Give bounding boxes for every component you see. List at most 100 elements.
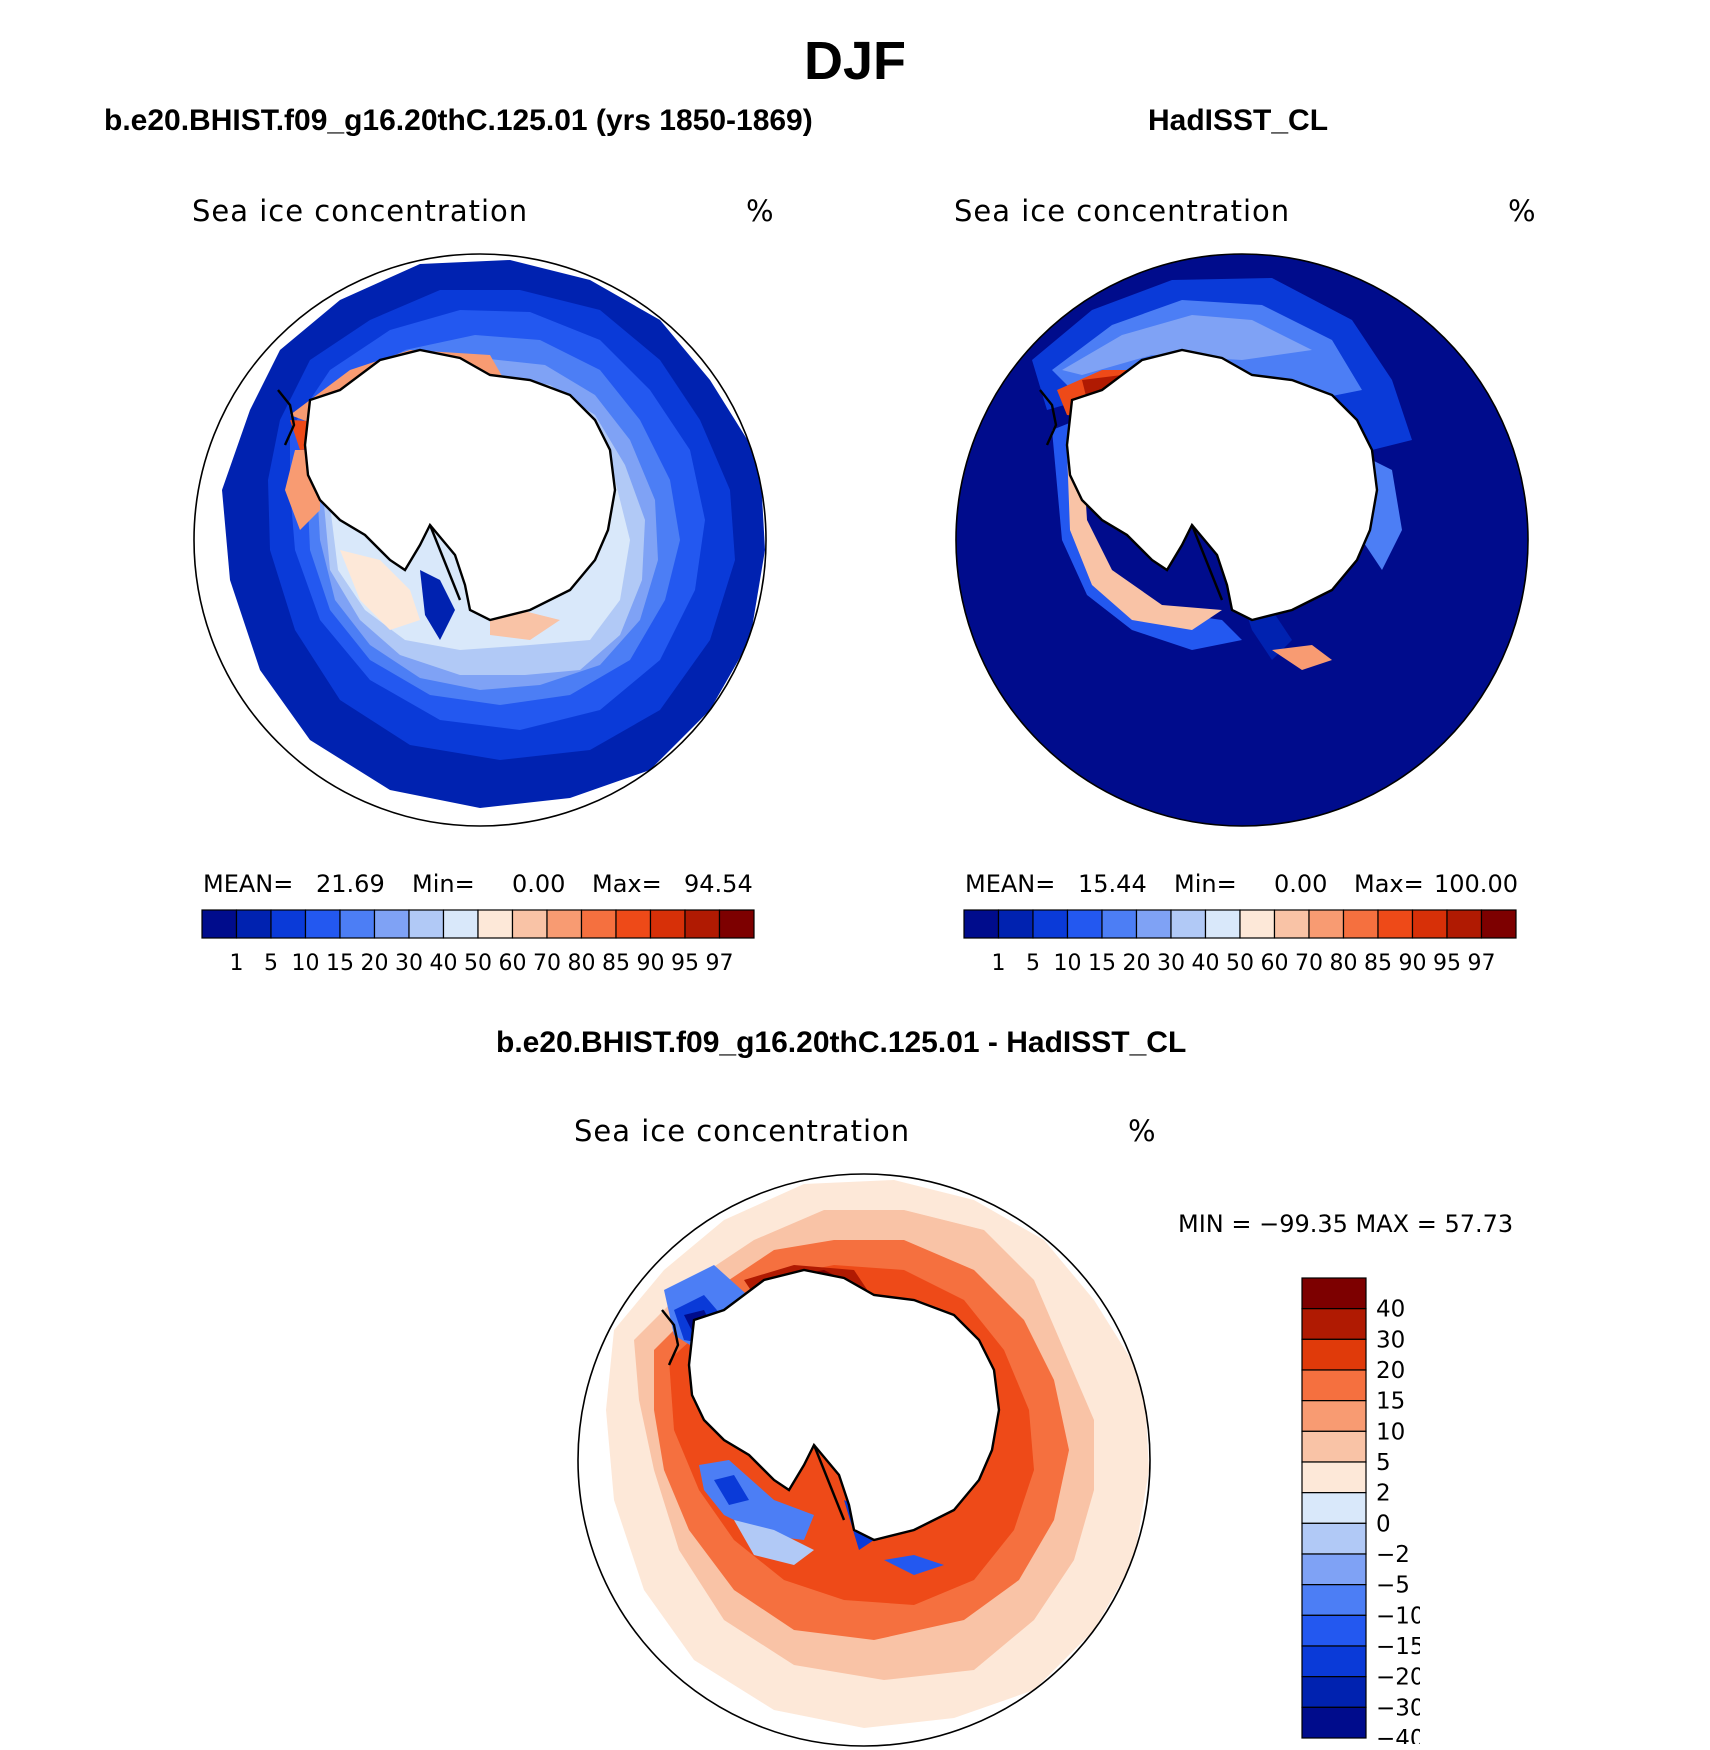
model-colorbar-tick-label: 5 — [264, 951, 278, 976]
model-colorbar-tick-label: 97 — [706, 951, 734, 976]
model-colorbar: 1 5 10 15 20 30 40 50 60 70 80 85 90 95 97 — [201, 909, 755, 976]
model-variable-label: Sea ice concentration — [192, 194, 529, 228]
obs-colorbar-swatch — [1411, 909, 1448, 939]
model-colorbar-tick-label: 70 — [533, 951, 561, 976]
model-map-border — [193, 253, 767, 827]
diff-colorbar-swatch — [1301, 1430, 1367, 1463]
model-colorbar-tick-label: 10 — [292, 951, 320, 976]
diff-colorbar-swatch — [1301, 1584, 1367, 1616]
obs-colorbar-tick-label: 5 — [1026, 951, 1040, 976]
obs-colorbar-swatch — [1101, 909, 1138, 939]
obs-colorbar-swatch — [1135, 909, 1172, 939]
diff-colorbar-swatch — [1301, 1522, 1367, 1555]
model-colorbar-swatch — [615, 909, 652, 939]
obs-colorbar-swatch — [997, 909, 1034, 939]
model-colorbar-swatch — [304, 909, 341, 939]
model-colorbar-tick-label: 20 — [361, 951, 389, 976]
model-map — [193, 253, 767, 827]
obs-colorbar-tick-label: 97 — [1468, 951, 1496, 976]
diff-colorbar-tick-label: −40 — [1376, 1726, 1420, 1744]
model-colorbar-tick-label: 50 — [464, 951, 492, 976]
obs-max-value: 100.00 — [1434, 870, 1518, 898]
model-mean-label: MEAN= — [203, 870, 294, 898]
obs-colorbar-tick-label: 60 — [1261, 951, 1289, 976]
obs-colorbar-swatch — [1239, 909, 1276, 939]
model-colorbar-tick-label: 1 — [230, 951, 244, 976]
diff-panel-title: b.e20.BHIST.f09_g16.20thC.125.01 - HadIS… — [496, 1026, 1187, 1059]
obs-colorbar-tick-label: 30 — [1157, 951, 1185, 976]
obs-colorbar: 1 5 10 15 20 30 40 50 60 70 80 85 90 95 97 — [963, 909, 1517, 976]
diff-colorbar-swatch — [1301, 1706, 1367, 1739]
diff-colorbar-swatch — [1301, 1277, 1367, 1310]
model-colorbar-tick-label: 95 — [671, 951, 699, 976]
obs-colorbar-tick-label: 15 — [1088, 951, 1116, 976]
diff-colorbar-tick-label: −10 — [1376, 1603, 1420, 1629]
model-max-label: Max= — [592, 870, 662, 898]
obs-mean-label: MEAN= — [965, 870, 1056, 898]
diff-variable-label: Sea ice concentration — [574, 1114, 911, 1148]
obs-colorbar-tick-label: 1 — [992, 951, 1006, 976]
diff-colorbar-tick-label: −15 — [1376, 1634, 1420, 1660]
model-colorbar-tick-label: 30 — [395, 951, 423, 976]
diff-colorbar-swatch — [1301, 1369, 1367, 1402]
obs-min-value: 0.00 — [1274, 870, 1328, 898]
obs-colorbar-swatch — [963, 909, 1000, 939]
model-colorbar-swatch — [373, 909, 410, 939]
model-colorbar-swatch — [718, 909, 755, 939]
obs-colorbar-tick-label: 95 — [1433, 951, 1461, 976]
obs-map-border — [955, 253, 1529, 827]
model-colorbar-swatch — [477, 909, 514, 939]
obs-colorbar-swatch — [1204, 909, 1241, 939]
model-colorbar-swatch — [201, 909, 238, 939]
figure-title: DJF — [803, 31, 906, 91]
antarctica-coastline — [277, 348, 617, 622]
model-colorbar-swatch — [339, 909, 376, 939]
obs-colorbar-tick-label: 50 — [1226, 951, 1254, 976]
diff-colorbar-swatch — [1301, 1676, 1367, 1708]
diff-colorbar-tick-label: 40 — [1376, 1297, 1405, 1323]
diff-colorbar-swatch — [1301, 1492, 1367, 1524]
obs-colorbar-swatch — [1308, 909, 1345, 939]
diff-colorbar-tick-label: 15 — [1376, 1389, 1405, 1415]
obs-colorbar-tick-label: 80 — [1330, 951, 1358, 976]
diff-colorbar-swatch — [1301, 1400, 1367, 1432]
diff-colorbar-swatch — [1301, 1614, 1367, 1647]
diff-colorbar-swatch — [1301, 1553, 1367, 1586]
model-panel-title: b.e20.BHIST.f09_g16.20thC.125.01 (yrs 18… — [104, 104, 813, 137]
model-colorbar-swatch — [511, 909, 548, 939]
model-colorbar-tick-label: 80 — [568, 951, 596, 976]
obs-colorbar-swatch — [1273, 909, 1310, 939]
diff-colorbar-tick-label: −30 — [1376, 1695, 1420, 1721]
model-colorbar-swatch — [408, 909, 445, 939]
obs-colorbar-swatch — [1170, 909, 1207, 939]
obs-colorbar-tick-label: 10 — [1054, 951, 1082, 976]
obs-colorbar-tick-label: 85 — [1364, 951, 1392, 976]
obs-colorbar-tick-label: 40 — [1192, 951, 1220, 976]
obs-panel-title: HadISST_CL — [1148, 104, 1329, 137]
diff-minmax-text: MIN = −99.35 MAX = 57.73 — [1178, 1210, 1514, 1238]
model-mean-value: 21.69 — [316, 870, 385, 898]
obs-mean-value: 15.44 — [1078, 870, 1147, 898]
diff-colorbar-swatch — [1301, 1338, 1367, 1371]
model-colorbar-swatch — [442, 909, 479, 939]
diff-units-label: % — [1128, 1114, 1157, 1148]
model-colorbar-swatch — [546, 909, 583, 939]
obs-colorbar-swatch — [1446, 909, 1483, 939]
diff-colorbar-swatch — [1301, 1461, 1367, 1494]
model-units-label: % — [746, 194, 775, 228]
model-colorbar-swatch — [235, 909, 272, 939]
model-min-value: 0.00 — [512, 870, 566, 898]
diff-colorbar-tick-label: 5 — [1376, 1450, 1391, 1476]
model-colorbar-tick-label: 40 — [430, 951, 458, 976]
diff-colorbar-tick-label: 0 — [1376, 1511, 1391, 1537]
model-min-label: Min= — [412, 870, 475, 898]
obs-variable-label: Sea ice concentration — [954, 194, 1291, 228]
antarctica-coastline — [1039, 348, 1379, 622]
diff-colorbar-tick-label: −2 — [1376, 1542, 1410, 1568]
obs-colorbar-swatch — [1377, 909, 1414, 939]
obs-colorbar-swatch — [1066, 909, 1103, 939]
diff-map — [577, 1173, 1151, 1747]
model-colorbar-swatch — [649, 909, 686, 939]
diff-colorbar-swatch — [1301, 1645, 1367, 1678]
